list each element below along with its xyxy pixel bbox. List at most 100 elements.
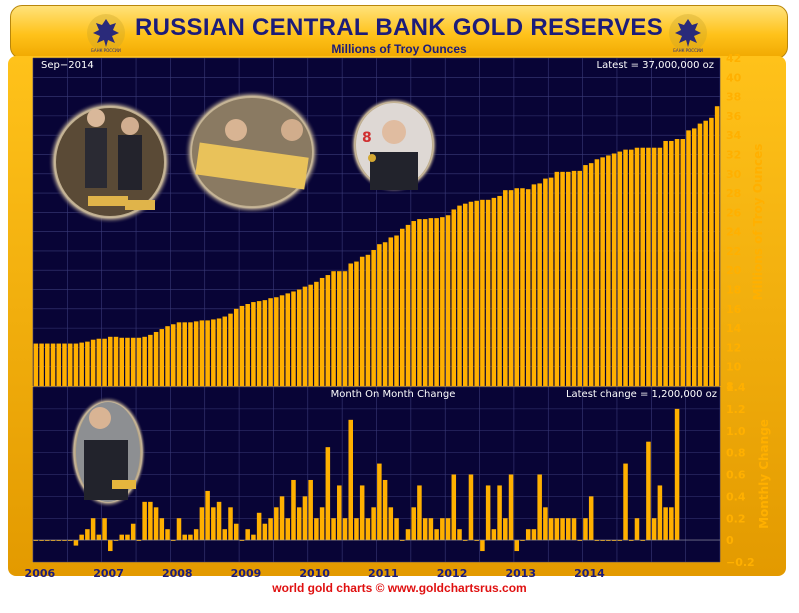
change-bar — [85, 529, 90, 541]
reserve-bar — [45, 343, 50, 386]
reserve-bar — [171, 324, 176, 386]
reserve-bar — [159, 329, 165, 386]
reserve-bar — [428, 218, 434, 386]
change-bar — [571, 518, 577, 541]
bottom-y-axis-label: Monthly Change — [757, 419, 771, 529]
change-bar — [617, 540, 623, 541]
change-bar — [302, 496, 308, 541]
top-y-tick-label: 28 — [726, 187, 741, 200]
reserve-bar — [462, 203, 468, 386]
change-bar — [239, 540, 245, 541]
top-y-tick-label: 42 — [726, 52, 741, 65]
reserve-bar — [113, 336, 119, 386]
top-y-tick-label: 10 — [726, 361, 742, 374]
reserve-bar — [319, 277, 325, 386]
change-bar — [674, 408, 680, 541]
change-bar — [119, 534, 124, 541]
top-y-axis-ticks: 8 10 12 14 16 18 20 22 24 26 28 30 32 34 36 38 40 42 — [726, 52, 742, 393]
change-bar — [651, 518, 657, 541]
top-y-tick-label: 18 — [726, 284, 741, 297]
reserve-bar — [251, 302, 256, 386]
change-bar — [583, 518, 588, 541]
reserve-bar — [67, 343, 73, 386]
bottom-y-tick-label: 0 — [726, 534, 734, 547]
bottom-panel-title: Month On Month Change — [331, 389, 456, 400]
change-bar — [560, 518, 565, 541]
reserve-bar — [365, 254, 371, 386]
grid — [32, 57, 721, 563]
change-bar — [342, 518, 348, 541]
reserve-bar — [199, 320, 205, 386]
reserve-bar — [560, 171, 565, 386]
reserve-bar — [308, 284, 313, 386]
change-bar — [445, 518, 451, 541]
change-bar — [514, 540, 520, 552]
reserve-bar — [709, 117, 714, 386]
top-y-axis-label: Millions of Troy Ounces — [751, 144, 765, 301]
top-y-tick-label: 8 — [726, 380, 734, 393]
change-bar — [457, 529, 462, 541]
change-bar — [130, 523, 136, 541]
change-bar — [434, 529, 439, 541]
photo-official-with-gold-bar — [70, 396, 146, 508]
reserve-bar — [531, 184, 537, 386]
reserve-bar — [543, 178, 548, 386]
change-bar — [159, 518, 165, 541]
reserve-bar — [508, 190, 514, 386]
bottom-y-tick-label: 0.2 — [726, 512, 746, 525]
change-bar — [79, 534, 84, 541]
change-bar — [634, 518, 640, 541]
reserve-bar — [606, 155, 611, 386]
change-bar — [485, 485, 491, 541]
reserve-bar — [211, 319, 216, 386]
reserve-bar — [239, 305, 245, 386]
reserve-bar — [548, 177, 554, 386]
change-bar — [359, 485, 365, 541]
change-bar — [108, 540, 113, 552]
reserve-bar — [102, 338, 107, 386]
reserve-bar — [73, 343, 79, 386]
change-bar — [33, 540, 39, 541]
change-bar — [388, 507, 394, 541]
change-bar — [262, 523, 268, 541]
reserve-bar — [629, 149, 634, 386]
reserve-bar — [256, 301, 262, 386]
change-bar — [594, 540, 600, 541]
change-bar — [205, 490, 210, 541]
change-bar — [90, 518, 96, 541]
reserve-bar — [651, 147, 657, 386]
change-bar — [256, 512, 262, 541]
reserve-bar — [245, 304, 250, 386]
reserve-bar — [108, 336, 113, 386]
reserve-bar — [279, 295, 285, 386]
change-bar — [474, 540, 479, 541]
change-bar — [623, 463, 628, 541]
reserve-bar — [188, 322, 193, 386]
top-corner-left: Sep−2014 — [41, 60, 94, 71]
reserve-bar — [554, 171, 560, 386]
change-bar — [600, 540, 605, 541]
x-tick-label: 2007 — [93, 567, 124, 580]
change-bar — [606, 540, 611, 541]
reserve-bars — [33, 106, 720, 387]
top-corner-right: Latest = 37,000,000 oz — [597, 60, 714, 71]
reserve-bar — [583, 165, 588, 386]
top-y-tick-label: 32 — [726, 148, 741, 161]
change-bar — [285, 518, 291, 541]
x-tick-label: 2012 — [437, 567, 468, 580]
change-bar — [611, 540, 617, 541]
reserve-bar — [714, 106, 720, 386]
reserve-bar — [274, 297, 279, 386]
reserve-bar — [400, 228, 405, 386]
change-bar — [222, 529, 228, 541]
reserve-bar — [468, 201, 474, 386]
change-bar — [228, 507, 233, 541]
emblem-right-label: БАНК РОССИИ — [673, 48, 703, 53]
reserve-bar — [56, 343, 62, 386]
reserve-bar — [130, 337, 136, 386]
reserve-bar — [291, 291, 296, 386]
reserve-bar — [371, 249, 376, 386]
reserve-bar — [39, 343, 44, 386]
reserve-bar — [634, 147, 640, 386]
